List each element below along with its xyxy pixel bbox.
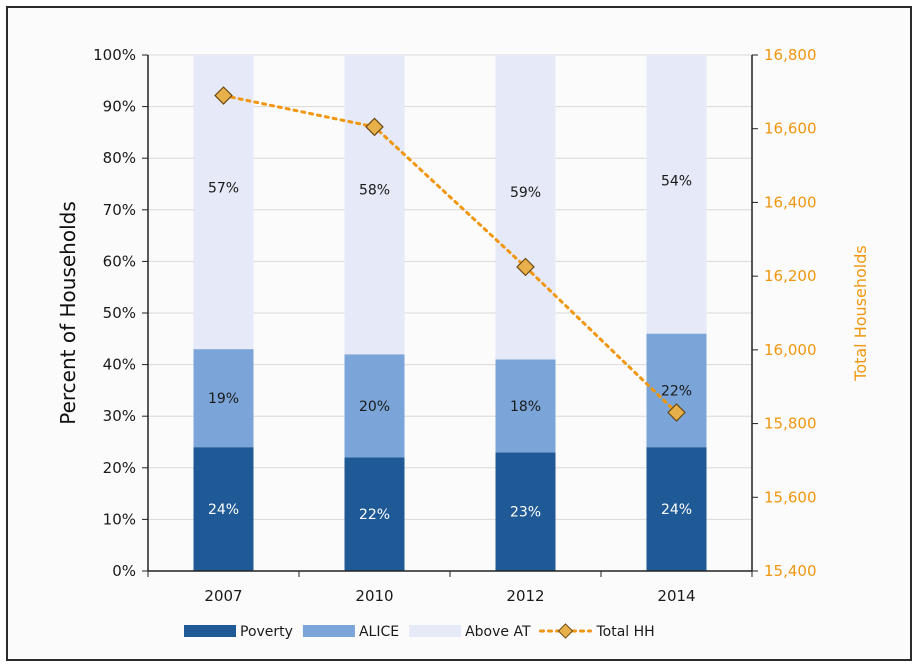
data-label-above-at: 59% bbox=[510, 185, 541, 201]
bar-above-at bbox=[646, 55, 707, 334]
data-label-above-at: 58% bbox=[359, 183, 390, 199]
bar-alice bbox=[344, 354, 405, 458]
y2-tick-label: 15,800 bbox=[764, 415, 817, 433]
legend-label-above-at: Above AT bbox=[465, 624, 531, 640]
bar-poverty bbox=[495, 452, 556, 571]
y-tick-label: 50% bbox=[103, 304, 136, 322]
x-tick-label: 2010 bbox=[355, 587, 393, 605]
bar-poverty bbox=[344, 457, 405, 571]
y2-tick-label: 16,200 bbox=[764, 267, 817, 285]
data-label-alice: 18% bbox=[510, 399, 541, 415]
y-tick-label: 100% bbox=[93, 46, 136, 64]
y-tick-label: 0% bbox=[112, 562, 136, 580]
y-tick-label: 70% bbox=[103, 201, 136, 219]
data-label-poverty: 22% bbox=[359, 507, 390, 523]
data-label-poverty: 24% bbox=[661, 502, 692, 518]
y-tick-label: 90% bbox=[103, 98, 136, 116]
data-label-above-at: 54% bbox=[661, 173, 692, 189]
x-tick-label: 2014 bbox=[657, 587, 695, 605]
y2-tick-label: 16,800 bbox=[764, 46, 817, 64]
y2-tick-label: 16,600 bbox=[764, 120, 817, 138]
y-tick-label: 30% bbox=[103, 407, 136, 425]
data-label-alice: 20% bbox=[359, 399, 390, 415]
y-tick-label: 20% bbox=[103, 459, 136, 477]
total-hh-point bbox=[365, 117, 384, 137]
total-hh-point bbox=[214, 86, 233, 105]
y-tick-label: 40% bbox=[103, 356, 136, 374]
bar-above-at bbox=[495, 55, 556, 360]
chart-frame bbox=[6, 6, 912, 661]
legend-swatch-poverty bbox=[184, 625, 236, 637]
bar-poverty bbox=[193, 447, 254, 571]
data-label-poverty: 24% bbox=[208, 502, 239, 518]
y2-tick-label: 15,600 bbox=[764, 488, 817, 506]
y2-tick-label: 16,400 bbox=[764, 193, 817, 211]
bar-alice bbox=[193, 349, 254, 448]
total-hh-point bbox=[667, 403, 686, 422]
bar-alice bbox=[495, 359, 556, 453]
total-hh-line bbox=[222, 94, 678, 415]
x-tick-label: 2007 bbox=[204, 587, 242, 605]
y2-tick-label: 16,000 bbox=[764, 341, 817, 359]
legend-swatch-alice bbox=[302, 625, 355, 637]
data-label-alice: 22% bbox=[661, 383, 692, 399]
legend-swatch-above-at bbox=[409, 625, 462, 637]
legend-label-alice: ALICE bbox=[359, 624, 399, 640]
data-label-poverty: 23% bbox=[510, 505, 541, 521]
bar-above-at bbox=[344, 55, 405, 355]
legend-marker-total-hh bbox=[557, 623, 574, 639]
y-tick-label: 80% bbox=[103, 149, 136, 167]
y-tick-label: 60% bbox=[103, 252, 136, 270]
data-label-above-at: 57% bbox=[208, 180, 239, 196]
data-label-alice: 19% bbox=[208, 391, 239, 407]
legend-label-total-hh: Total HH bbox=[596, 624, 655, 640]
x-tick-label: 2012 bbox=[506, 587, 544, 605]
bar-poverty bbox=[646, 447, 707, 571]
y2-axis-title: Total Households bbox=[851, 245, 870, 381]
total-hh-point bbox=[516, 257, 535, 277]
legend-label-poverty: Poverty bbox=[240, 624, 293, 640]
y-axis-title: Percent of Households bbox=[56, 201, 80, 425]
y2-tick-label: 15,400 bbox=[764, 562, 817, 580]
bar-alice bbox=[646, 333, 707, 448]
y-tick-label: 10% bbox=[103, 510, 136, 528]
